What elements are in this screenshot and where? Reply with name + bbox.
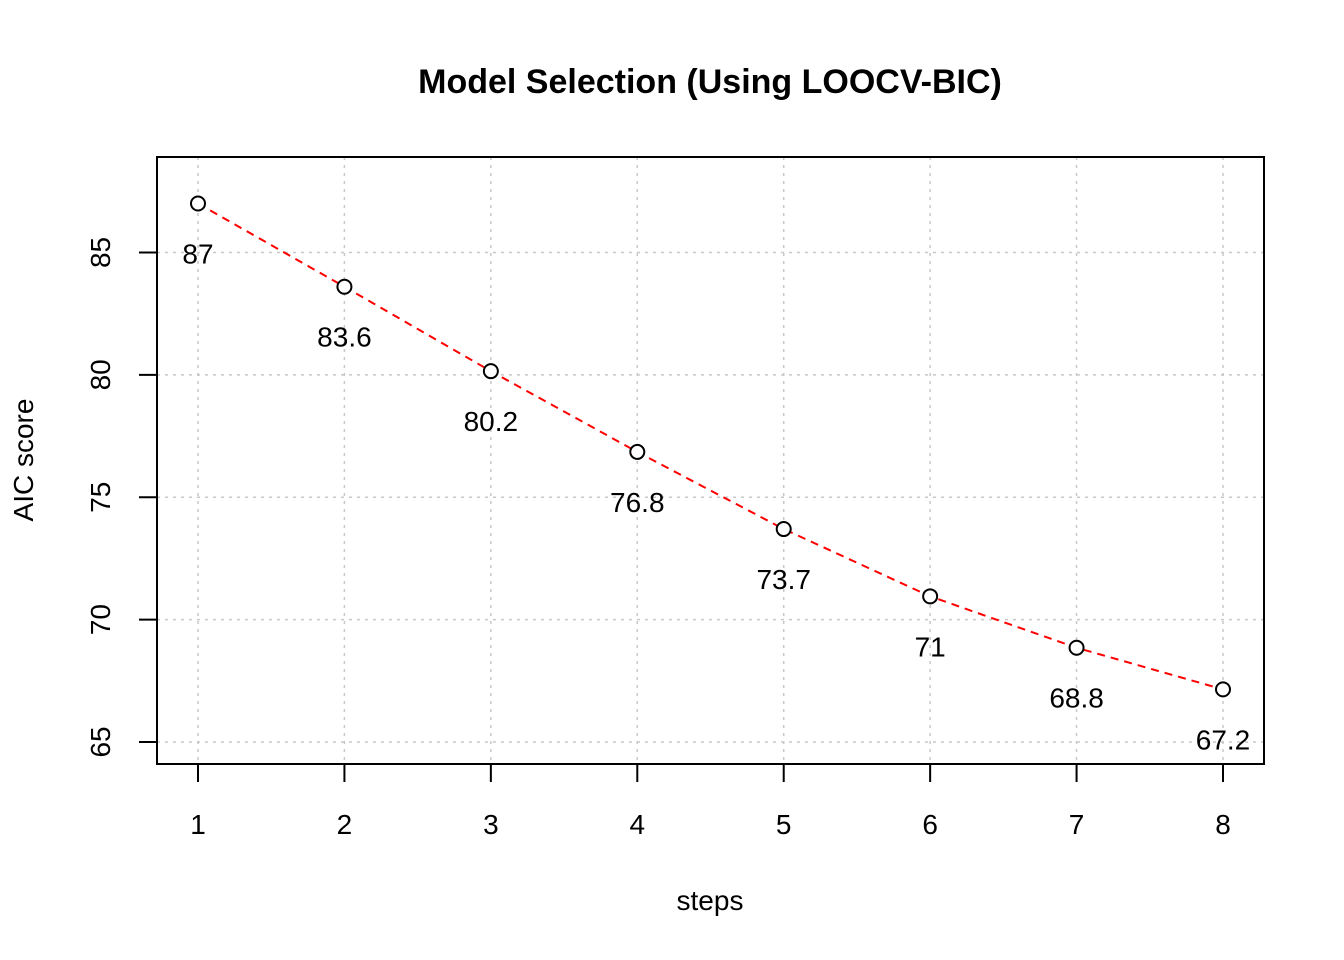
x-axis-label: steps (677, 885, 744, 916)
x-tick-label: 3 (483, 809, 499, 840)
x-tick-label: 8 (1215, 809, 1231, 840)
data-point (1215, 681, 1231, 698)
data-point (1068, 639, 1085, 656)
y-tick-label: 75 (85, 482, 116, 513)
data-point (190, 195, 206, 212)
data-label: 73.7 (756, 564, 811, 595)
y-tick-label: 80 (85, 359, 116, 390)
data-label: 80.2 (464, 406, 519, 437)
data-point (922, 588, 939, 605)
chart-title: Model Selection (Using LOOCV-BIC) (418, 63, 1002, 101)
grid (157, 157, 1264, 764)
x-tick-label: 6 (922, 809, 938, 840)
x-tick-label: 2 (337, 809, 353, 840)
y-tick-label: 70 (85, 604, 116, 635)
y-tick-label: 85 (85, 237, 116, 268)
x-tick-label: 1 (190, 809, 206, 840)
data-point (336, 278, 353, 295)
series: 87 83.6 80.2 76.8 73.7 71 68.8 67.2 (182, 195, 1251, 755)
data-label: 67.2 (1196, 724, 1251, 755)
y-axis: 65 70 75 80 85 (85, 237, 157, 758)
data-label: 87 (182, 239, 213, 270)
y-tick-label: 65 (85, 726, 116, 757)
plot-frame (156, 156, 1265, 765)
data-label: 68.8 (1049, 683, 1104, 714)
y-axis-label: AIC score (8, 399, 39, 522)
data-point (775, 521, 792, 538)
x-tick-label: 5 (776, 809, 792, 840)
data-label: 71 (915, 631, 946, 662)
x-tick-label: 4 (629, 809, 645, 840)
series-line (197, 202, 1224, 691)
x-tick-label: 7 (1069, 809, 1085, 840)
x-axis: 1 2 3 4 5 6 7 8 (190, 764, 1231, 840)
data-label: 76.8 (610, 487, 665, 518)
data-label: 83.6 (317, 322, 372, 353)
data-point (629, 443, 646, 460)
data-point (482, 363, 499, 380)
